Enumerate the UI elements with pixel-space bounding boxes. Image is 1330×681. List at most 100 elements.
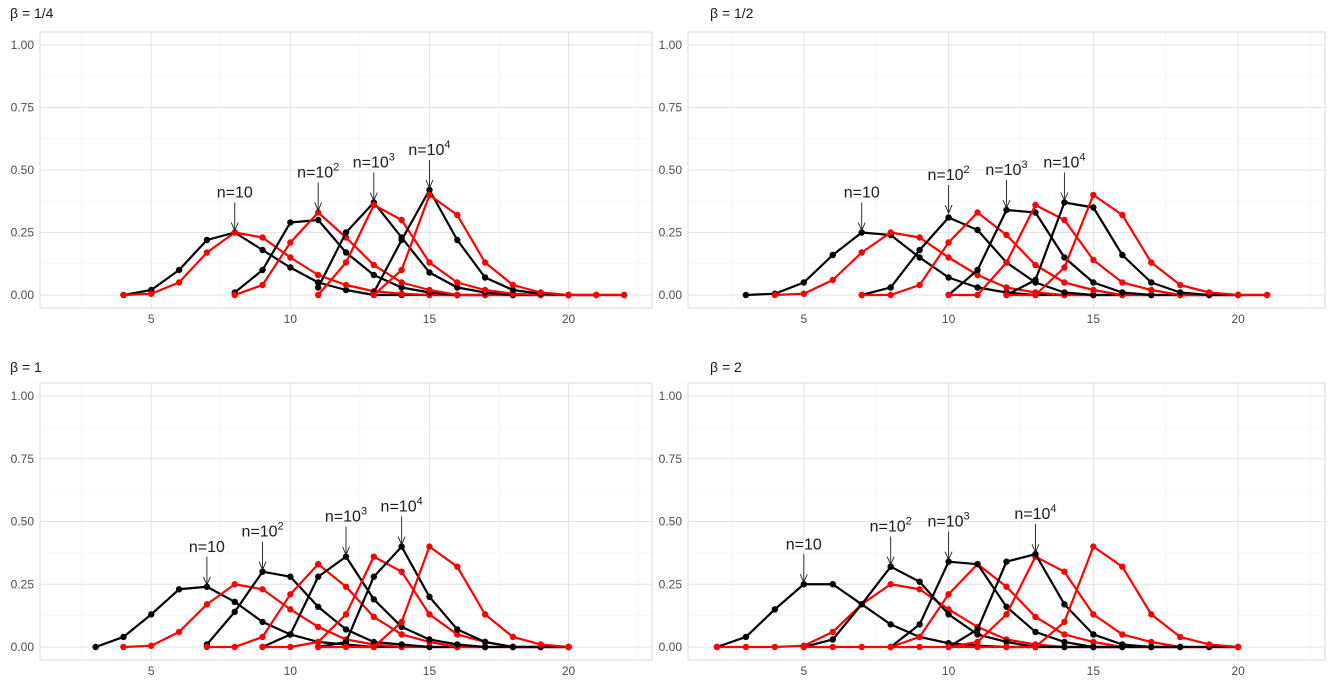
annotation-label: n=103 <box>928 511 970 531</box>
data-point <box>1090 543 1097 550</box>
data-point <box>771 291 779 299</box>
data-point <box>1090 191 1097 199</box>
data-point <box>974 271 981 279</box>
annotation: n=103 <box>353 152 395 202</box>
data-point <box>800 643 808 651</box>
data-point <box>858 229 865 236</box>
data-point <box>887 563 894 570</box>
annotation-label: n=104 <box>1043 152 1085 172</box>
data-point <box>1032 261 1039 269</box>
annotation-base: n=10 <box>297 165 333 182</box>
data-point <box>1061 601 1068 608</box>
data-point <box>1061 264 1068 271</box>
data-point <box>454 563 461 570</box>
data-point <box>259 246 266 254</box>
annotation-base: n=10 <box>870 519 906 536</box>
panel-title: β = 1/2 <box>710 5 754 21</box>
data-point <box>1003 603 1010 611</box>
data-point <box>454 284 461 291</box>
data-point <box>829 581 836 588</box>
data-point <box>1234 643 1242 651</box>
annotation-arrow-head <box>1031 543 1040 554</box>
data-point <box>945 214 952 221</box>
panel-2: 0.000.250.500.751.005 10 15 20β = 1/2n=10n=… <box>659 5 1326 326</box>
x-tick-label: 10 <box>284 664 298 678</box>
data-point <box>1003 206 1010 214</box>
annotation: n=10 <box>189 539 225 586</box>
data-point <box>1003 259 1010 266</box>
data-point <box>974 638 981 646</box>
x-tick-label: 20 <box>562 664 576 678</box>
x-tick-label: 5 <box>148 664 155 678</box>
annotation-label: n=10 <box>189 539 225 556</box>
data-point <box>565 291 572 299</box>
annotation-base: n=10 <box>985 162 1021 179</box>
annotation-label: n=103 <box>985 159 1027 179</box>
data-point <box>426 643 433 651</box>
data-point <box>287 591 294 598</box>
data-point <box>1003 231 1010 239</box>
data-point <box>370 638 378 646</box>
data-point <box>342 553 350 560</box>
data-point <box>398 216 405 224</box>
x-tick-label: 20 <box>1231 312 1245 326</box>
data-point <box>945 611 952 618</box>
data-point <box>829 276 836 284</box>
data-point <box>1032 201 1039 209</box>
data-point <box>742 633 750 641</box>
data-point <box>887 581 894 588</box>
data-point <box>1148 643 1155 651</box>
x-tick-label: 10 <box>942 664 956 678</box>
data-point <box>916 586 923 593</box>
annotation-label: n=102 <box>928 164 970 184</box>
data-point <box>537 289 544 296</box>
data-point <box>314 284 322 291</box>
annotation-exponent: 2 <box>278 521 284 533</box>
data-point <box>1061 638 1068 646</box>
annotation-arrow-head <box>258 561 267 571</box>
annotation-exponent: 4 <box>444 139 450 151</box>
data-point <box>1148 286 1155 294</box>
data-point <box>342 638 350 646</box>
data-point <box>565 643 572 651</box>
annotation-base: n=10 <box>928 514 964 531</box>
data-point <box>593 291 600 299</box>
series-line <box>1005 201 1268 297</box>
data-point <box>916 643 923 651</box>
data-point <box>203 249 211 256</box>
data-point <box>203 601 211 608</box>
annotation-exponent: 2 <box>333 162 339 174</box>
panel-border <box>39 382 653 661</box>
data-point <box>314 603 322 611</box>
data-point <box>916 254 923 261</box>
y-tick-label: 0.75 <box>11 452 35 466</box>
data-point <box>454 641 461 648</box>
data-point <box>481 643 489 651</box>
data-point <box>426 286 433 294</box>
data-point <box>974 643 981 651</box>
data-point <box>148 611 155 618</box>
data-point <box>945 643 952 651</box>
annotation-label: n=103 <box>325 506 367 526</box>
annotation-arrow-head <box>397 536 406 546</box>
data-point <box>887 643 894 651</box>
annotation: n=102 <box>297 162 339 212</box>
annotation-arrow-head <box>425 179 434 190</box>
data-point <box>92 643 99 651</box>
data-point <box>800 279 808 286</box>
annotation-exponent: 2 <box>964 164 970 176</box>
annotation-base: n=10 <box>1043 155 1079 172</box>
annotation-label: n=104 <box>381 496 423 516</box>
data-point <box>1148 291 1155 299</box>
data-point <box>231 229 238 236</box>
data-point <box>314 560 322 568</box>
data-point <box>1234 291 1242 299</box>
data-point <box>342 626 350 633</box>
data-point <box>314 638 322 646</box>
annotation-label: n=10 <box>786 536 822 553</box>
data-point <box>829 643 836 651</box>
data-point <box>829 636 836 643</box>
data-point <box>259 568 266 575</box>
data-point <box>509 286 517 294</box>
data-point <box>945 254 952 261</box>
